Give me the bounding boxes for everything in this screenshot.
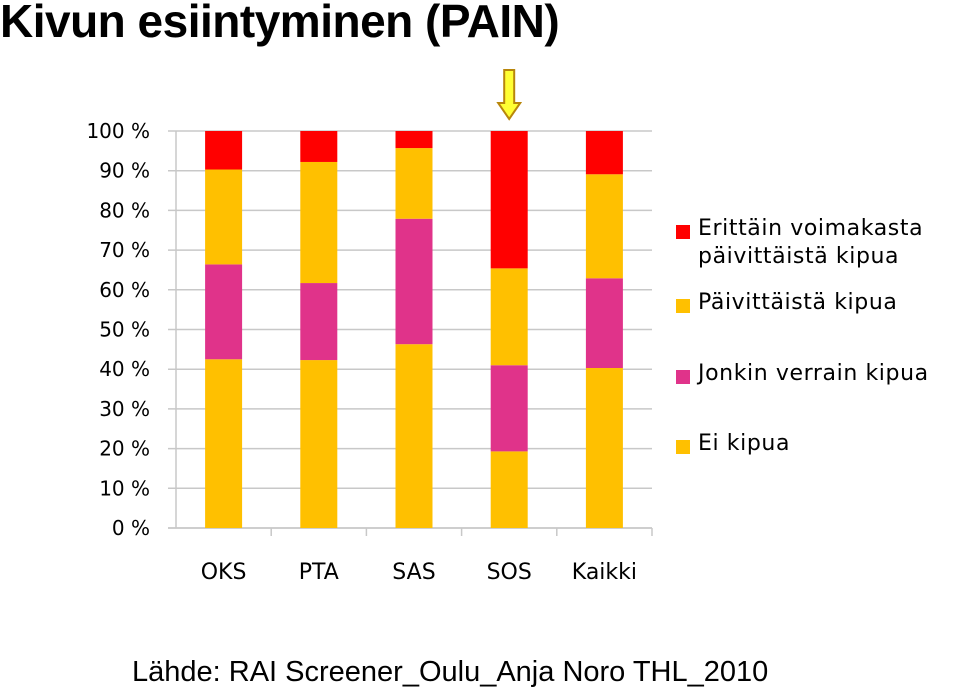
bar-segment [585,174,623,279]
legend-item: Erittäin voimakasta päivittäistä kipua [676,215,923,271]
y-tick-label: 20 % [99,437,150,461]
source-caption: Lähde: RAI Screener_Oulu_Anja Noro THL_2… [132,656,769,688]
x-category-label: OKS [201,560,247,585]
x-category-label: SAS [392,560,435,585]
bar-segment [585,368,623,528]
y-tick-label: 0 % [112,516,150,540]
bar-segment [585,278,623,369]
legend-label: Erittäin voimakasta päivittäistä kipua [698,216,924,269]
bar-segment [395,131,433,149]
y-tick-label: 70 % [99,238,150,262]
y-tick-label: 30 % [99,397,150,421]
bar-segment [300,161,338,284]
x-category-label: SOS [487,560,532,585]
bar-segment [490,131,528,269]
bar-segment [300,360,338,528]
bar-segment [395,148,433,219]
legend-label: Jonkin verrain kipua [698,361,929,386]
legend-swatch [676,370,690,384]
bar-segment [300,131,338,162]
bar-segment [300,283,338,361]
legend-item: Ei kipua [676,430,790,458]
x-category-label: Kaikki [572,560,637,585]
y-tick-label: 100 % [86,119,150,143]
legend-swatch [676,225,690,239]
bar-segment [205,264,243,360]
bar-segment [205,359,243,528]
bar-segment [205,169,243,265]
arrow-down-icon [496,69,523,121]
legend-label: Päivittäistä kipua [698,290,898,315]
bar-segment [205,131,243,170]
legend-swatch [676,299,690,313]
legend-swatch [676,440,690,454]
y-tick-label: 90 % [99,159,150,183]
bar-segment [490,451,528,528]
y-tick-label: 80 % [99,198,150,222]
y-tick-label: 60 % [99,278,150,302]
y-tick-label: 50 % [99,318,150,342]
legend-item: Jonkin verrain kipua [676,360,929,388]
x-category-label: PTA [299,560,339,585]
bar-segment [490,268,528,366]
bar-segment [395,218,433,345]
legend-item: Päivittäistä kipua [676,289,897,317]
y-tick-label: 40 % [99,357,150,381]
page-title: Kivun esiintyminen (PAIN) [0,0,560,47]
y-tick-label: 10 % [99,476,150,500]
bar-segment [585,131,623,175]
legend-label: Ei kipua [698,431,791,456]
bar-segment [395,344,433,528]
bar-segment [490,365,528,452]
